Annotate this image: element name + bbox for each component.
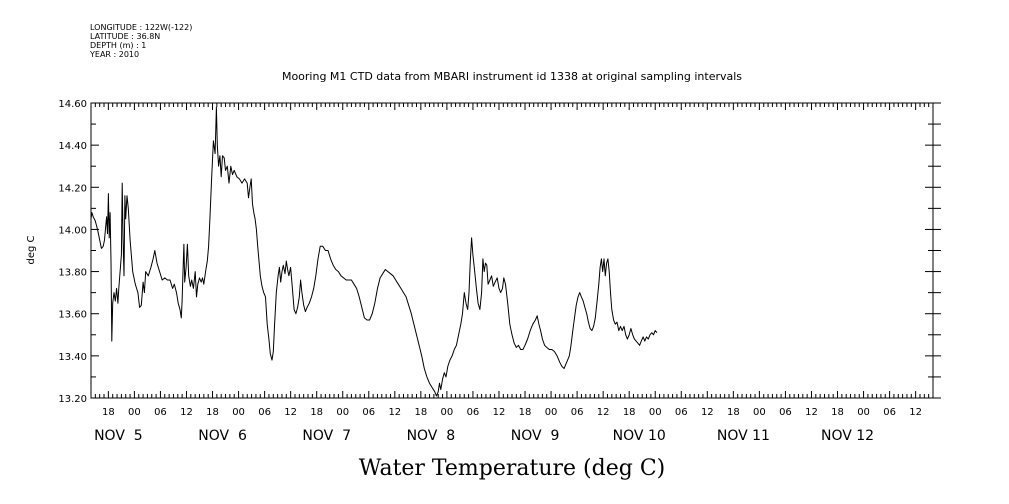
x-tick-label: 00 bbox=[857, 407, 870, 418]
series-layer bbox=[90, 106, 658, 397]
x-tick-label: 18 bbox=[519, 407, 532, 418]
x-tick-label: 12 bbox=[493, 407, 506, 418]
x-tick-label: 12 bbox=[597, 407, 610, 418]
x-tick-label: 18 bbox=[206, 407, 219, 418]
x-tick-label: 18 bbox=[727, 407, 740, 418]
y-tick-label: 14.20 bbox=[58, 183, 87, 194]
y-axis: 13.20 13.40 13.60 13.80 14.00 14.20 14.40 14.60 bbox=[58, 99, 941, 405]
x-tick-label: 00 bbox=[649, 407, 662, 418]
x-tick-label: 06 bbox=[154, 407, 167, 418]
x-tick-label: 12 bbox=[805, 407, 818, 418]
x-day-label: NOV 9 bbox=[511, 428, 560, 444]
x-tick-label: 12 bbox=[701, 407, 714, 418]
x-tick-label: 12 bbox=[909, 407, 922, 418]
x-tick-label: 06 bbox=[362, 407, 375, 418]
series-line-0 bbox=[90, 106, 658, 397]
y-tick-label: 14.00 bbox=[58, 225, 87, 236]
x-tick-label: 12 bbox=[284, 407, 297, 418]
x-day-label: NOV 8 bbox=[407, 428, 456, 444]
y-tick-label: 13.40 bbox=[58, 352, 87, 363]
x-axis-label: Water Temperature (deg C) bbox=[359, 456, 666, 481]
depth-text: DEPTH (m) : 1 bbox=[90, 41, 146, 50]
x-tick-label: 18 bbox=[102, 407, 115, 418]
longitude-text: LONGITUDE : 122W(-122) bbox=[90, 23, 192, 32]
x-tick-label: 18 bbox=[623, 407, 636, 418]
x-day-label: NOV 5 bbox=[94, 428, 143, 444]
x-tick-label: 18 bbox=[414, 407, 427, 418]
x-day-label: NOV 10 bbox=[613, 428, 666, 444]
x-tick-label: 00 bbox=[232, 407, 245, 418]
x-tick-label: 00 bbox=[753, 407, 766, 418]
x-tick-label: 00 bbox=[128, 407, 141, 418]
x-tick-label: 18 bbox=[310, 407, 323, 418]
x-day-label: NOV 6 bbox=[198, 428, 247, 444]
x-tick-label: 00 bbox=[336, 407, 349, 418]
y-tick-label: 14.40 bbox=[58, 141, 87, 152]
x-tick-label: 12 bbox=[180, 407, 193, 418]
x-tick-label: 06 bbox=[883, 407, 896, 418]
x-day-label: NOV 11 bbox=[717, 428, 770, 444]
x-day-label: NOV 12 bbox=[821, 428, 874, 444]
x-tick-label: 06 bbox=[675, 407, 688, 418]
year-text: YEAR : 2010 bbox=[89, 50, 139, 59]
x-tick-label: 00 bbox=[441, 407, 454, 418]
x-tick-label: 12 bbox=[388, 407, 401, 418]
chart-title: Mooring M1 CTD data from MBARI instrumen… bbox=[282, 70, 742, 83]
x-tick-label: 06 bbox=[571, 407, 584, 418]
y-tick-label: 13.20 bbox=[58, 394, 87, 405]
x-axis: 18 00 06 12 18 00 06 12 18 00 06 12 18 00 06 12 18 00 06 12… bbox=[90, 103, 934, 444]
x-tick-label: 06 bbox=[779, 407, 792, 418]
y-tick-label: 13.60 bbox=[58, 310, 87, 321]
y-tick-label: 13.80 bbox=[58, 268, 87, 279]
x-tick-label: 06 bbox=[258, 407, 271, 418]
latitude-text: LATITUDE : 36.8N bbox=[90, 32, 160, 41]
metadata-block: LONGITUDE : 122W(-122) LATITUDE : 36.8N … bbox=[89, 23, 192, 59]
y-axis-label: deg C bbox=[26, 235, 37, 264]
x-tick-label: 18 bbox=[831, 407, 844, 418]
y-tick-label: 14.60 bbox=[58, 99, 87, 110]
x-day-label: NOV 7 bbox=[302, 428, 351, 444]
x-tick-label: 06 bbox=[467, 407, 480, 418]
x-tick-label: 00 bbox=[545, 407, 558, 418]
